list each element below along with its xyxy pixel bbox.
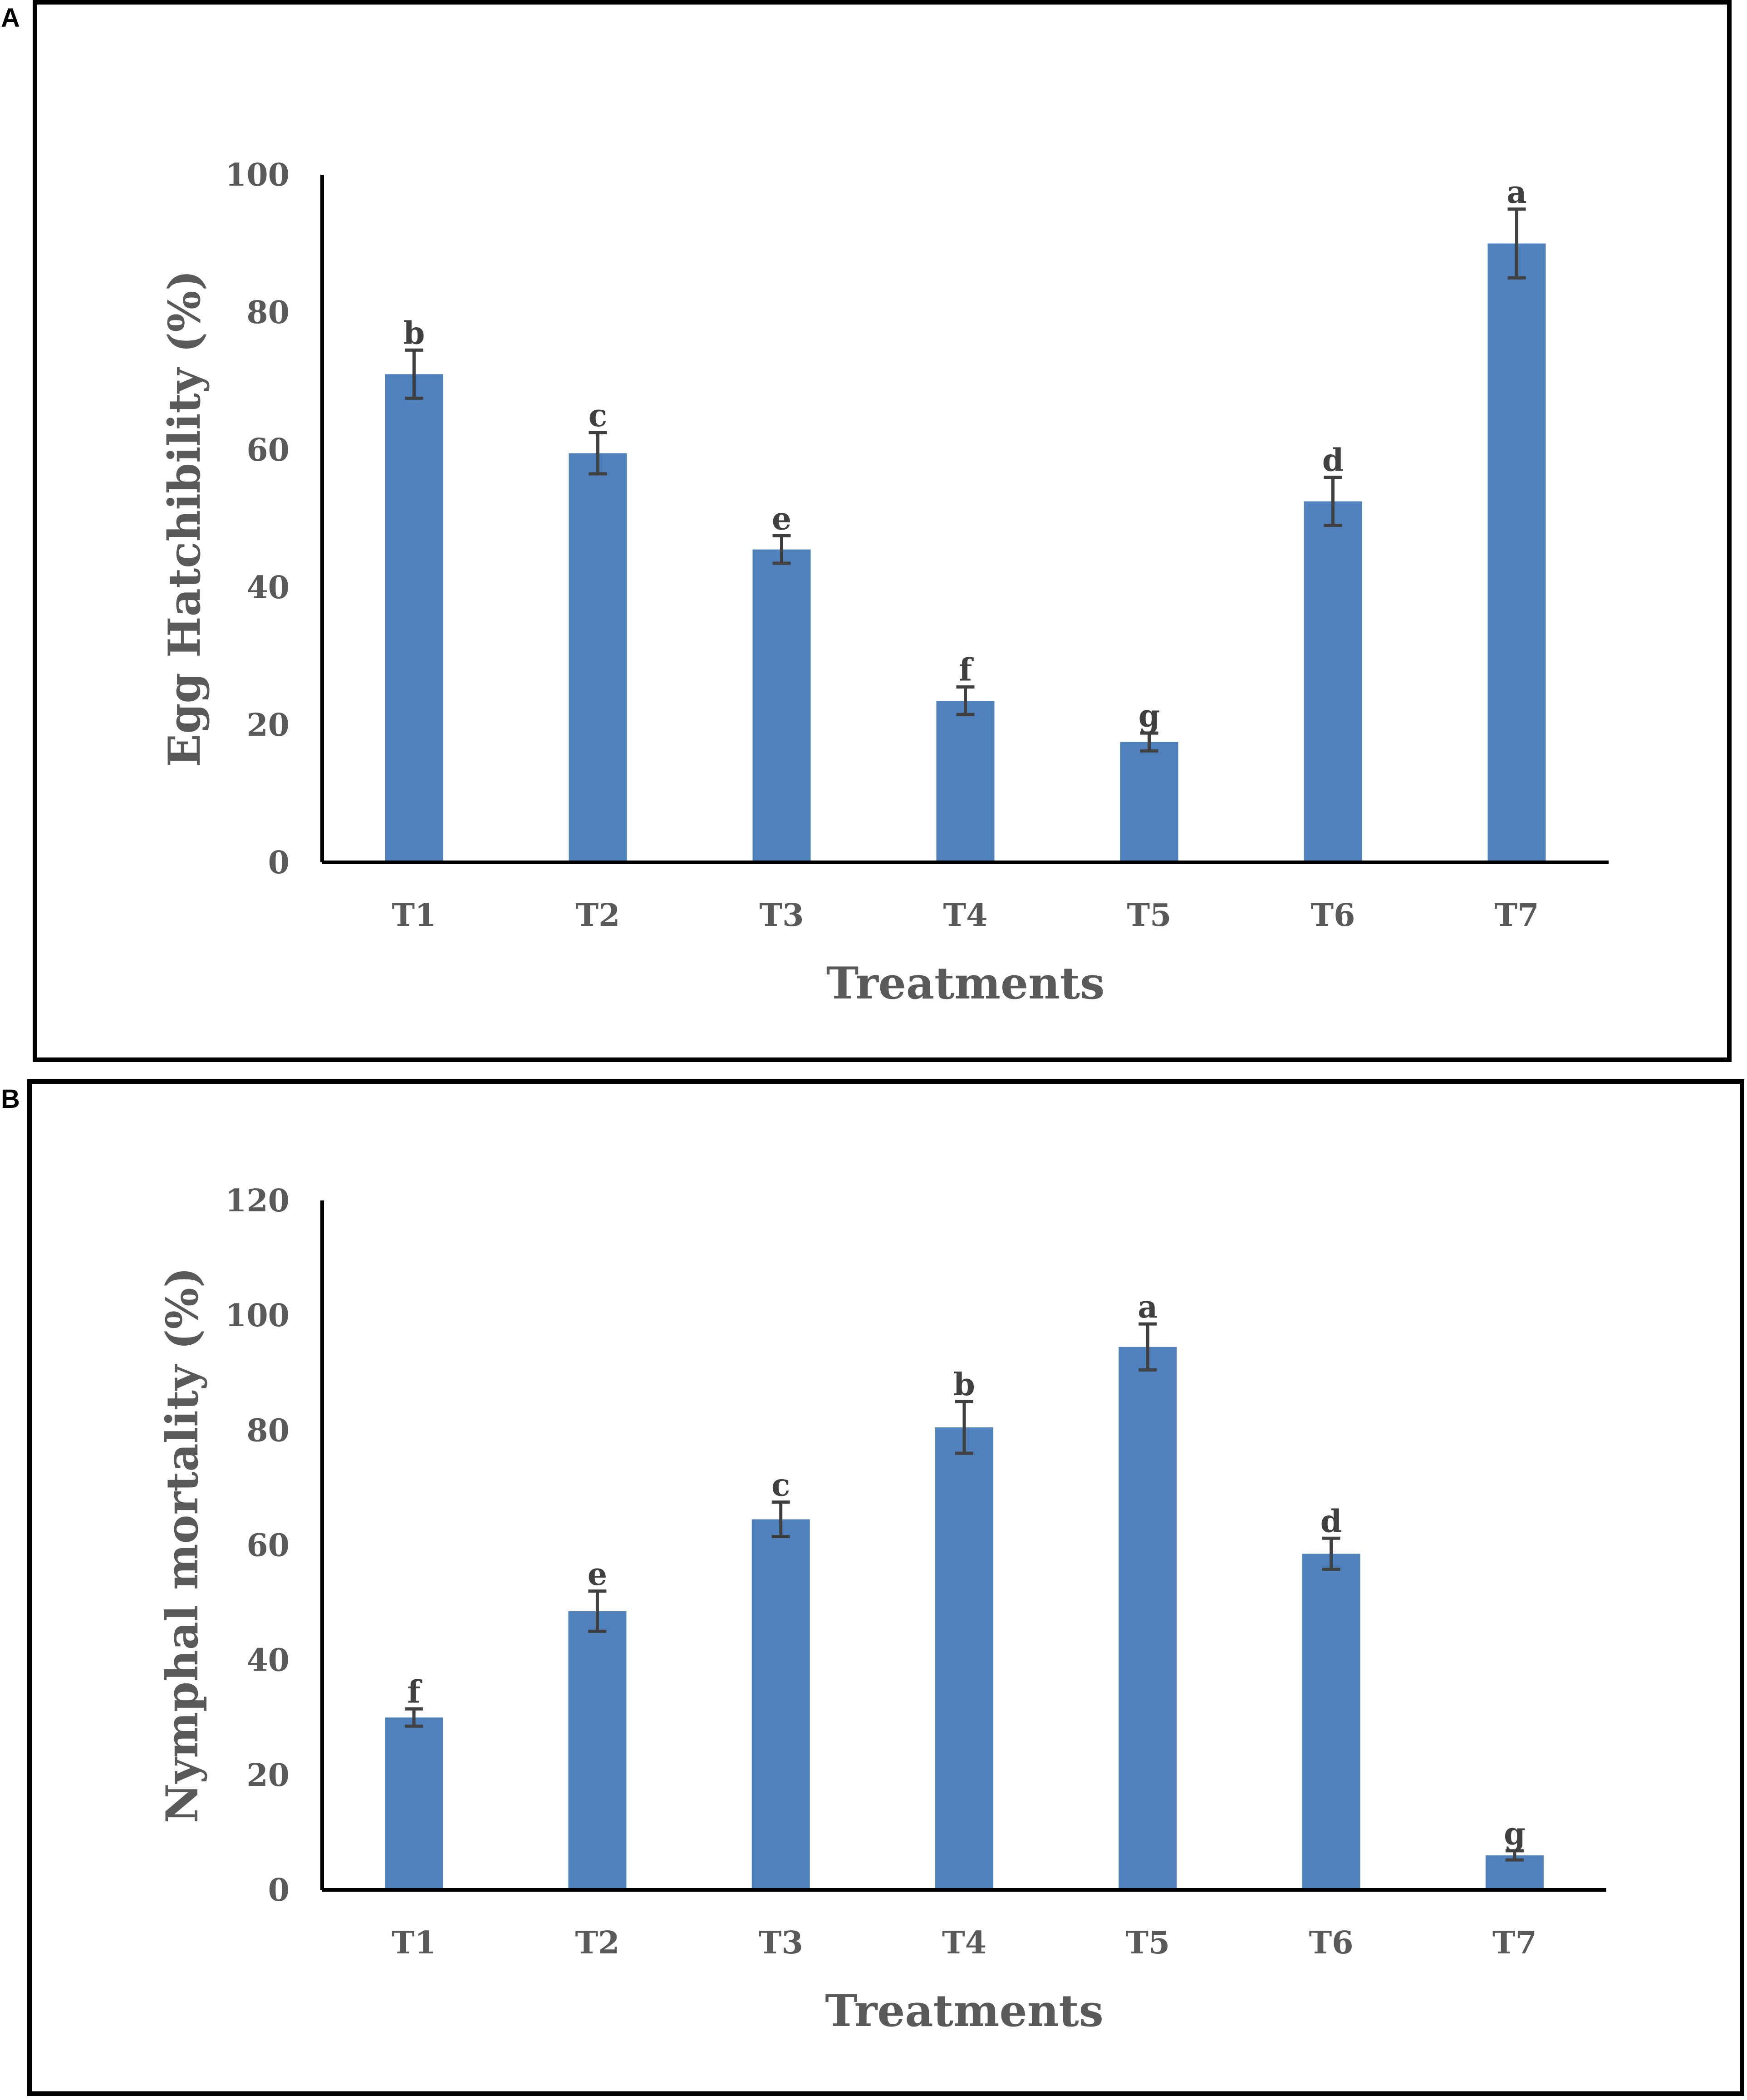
bar-t3 [751,1519,810,1890]
y-tick-label: 100 [225,1298,290,1334]
significance-letter-t3: e [772,501,791,537]
bar-t2 [569,453,627,862]
x-tick-label-t7: T7 [1492,1925,1537,1961]
significance-letter-t3: c [771,1467,790,1504]
bar-t7 [1487,243,1546,862]
x-axis-title: Treatments [825,1985,1104,2036]
panel-label-b: B [1,1084,20,1114]
y-tick-label: 20 [246,1757,290,1794]
significance-letter-t2: e [588,1556,607,1593]
y-tick-label: 40 [246,1643,290,1679]
y-tick-label: 60 [246,1528,290,1564]
bar-t6 [1302,1554,1360,1890]
y-tick-label: 40 [246,570,290,606]
x-axis-title: Treatments [826,958,1105,1009]
bar-t4 [935,1427,993,1890]
x-tick-label-t2: T2 [576,897,620,934]
x-tick-label-t1: T1 [392,1925,436,1961]
significance-letter-t6: d [1320,1503,1342,1539]
significance-letter-t6: d [1322,443,1344,479]
y-tick-label: 60 [246,432,290,468]
significance-letter-t4: f [959,652,974,689]
x-tick-label-t3: T3 [760,897,804,934]
significance-letter-t2: c [589,398,607,434]
x-tick-label-t5: T5 [1125,1925,1170,1961]
x-tick-label-t5: T5 [1127,897,1172,934]
y-tick-label: 0 [268,1872,290,1908]
significance-letter-t4: b [953,1367,975,1403]
bar-t5 [1120,742,1178,862]
x-tick-label-t4: T4 [943,897,988,934]
x-tick-label-t3: T3 [759,1925,803,1961]
bar-t2 [568,1611,627,1890]
y-axis-title: Nymphal mortality (%) [157,1267,208,1823]
y-tick-label: 100 [225,157,290,193]
y-axis-title: Egg Hatchibility (%) [159,270,210,767]
y-tick-label: 20 [246,707,290,743]
bar-t4 [936,700,995,862]
bar-t1 [385,374,443,862]
x-tick-label-t7: T7 [1495,897,1539,934]
x-tick-label-t2: T2 [575,1925,619,1961]
bar-t6 [1304,501,1362,862]
x-tick-label-t6: T6 [1309,1925,1354,1961]
y-tick-label: 0 [268,845,290,881]
significance-letter-t1: b [403,315,425,351]
x-tick-label-t4: T4 [942,1925,986,1961]
bar-t5 [1119,1347,1177,1890]
panel-b-frame [27,1079,1744,2096]
bar-t3 [752,549,811,862]
significance-letter-t1: f [407,1674,422,1710]
x-tick-label-t6: T6 [1311,897,1355,934]
y-tick-label: 120 [225,1183,290,1219]
significance-letter-t7: g [1504,1816,1526,1852]
y-tick-label: 80 [246,295,290,331]
panel-a-frame [33,0,1732,1062]
bar-t1 [385,1717,443,1890]
panel-label-a: A [1,3,20,33]
x-tick-label-t1: T1 [392,897,437,934]
significance-letter-t5: a [1138,1289,1158,1325]
y-tick-label: 80 [246,1412,290,1449]
significance-letter-t5: g [1138,698,1160,734]
significance-letter-t7: a [1507,174,1526,211]
